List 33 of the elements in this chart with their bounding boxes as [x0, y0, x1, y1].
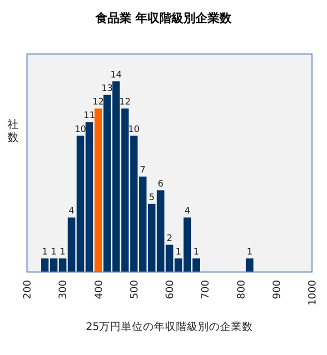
x-tick-label: 800: [236, 280, 248, 300]
data-label: 1: [176, 247, 182, 258]
bar: [246, 258, 254, 272]
data-label: 5: [148, 192, 155, 203]
x-tick-label: 1000: [308, 280, 318, 306]
data-label: 6: [158, 179, 164, 190]
x-tick-label: 500: [129, 280, 140, 300]
data-label: 7: [140, 166, 146, 176]
data-label: 1: [193, 247, 200, 258]
data-label: 12: [92, 98, 104, 108]
data-label: 10: [128, 124, 140, 135]
data-label: 11: [84, 111, 96, 122]
bar: [94, 108, 102, 272]
x-tick-label: 300: [58, 280, 70, 300]
x-tick-label: 200: [22, 280, 34, 300]
x-tick-label: 400: [94, 280, 105, 300]
chart-title: 食品業 年収階級別企業数: [94, 11, 233, 25]
data-label: 4: [184, 206, 190, 216]
x-tick-label: 900: [272, 280, 283, 300]
data-label: 1: [42, 247, 48, 258]
x-tick-label: 700: [200, 280, 212, 300]
data-label: 10: [74, 124, 86, 135]
data-label: 1: [50, 247, 57, 258]
data-label: 14: [110, 70, 122, 80]
x-tick-label: 600: [165, 280, 176, 300]
data-label: 1: [246, 247, 253, 258]
data-label: 12: [119, 98, 131, 108]
data-label: 13: [101, 84, 113, 94]
data-label: 1: [60, 247, 66, 258]
x-axis-title: 25万円単位の年収階級別の企業数: [86, 320, 254, 333]
data-label: 4: [68, 206, 75, 216]
y-axis-title: 社数: [8, 118, 18, 144]
data-label: 2: [166, 234, 172, 244]
